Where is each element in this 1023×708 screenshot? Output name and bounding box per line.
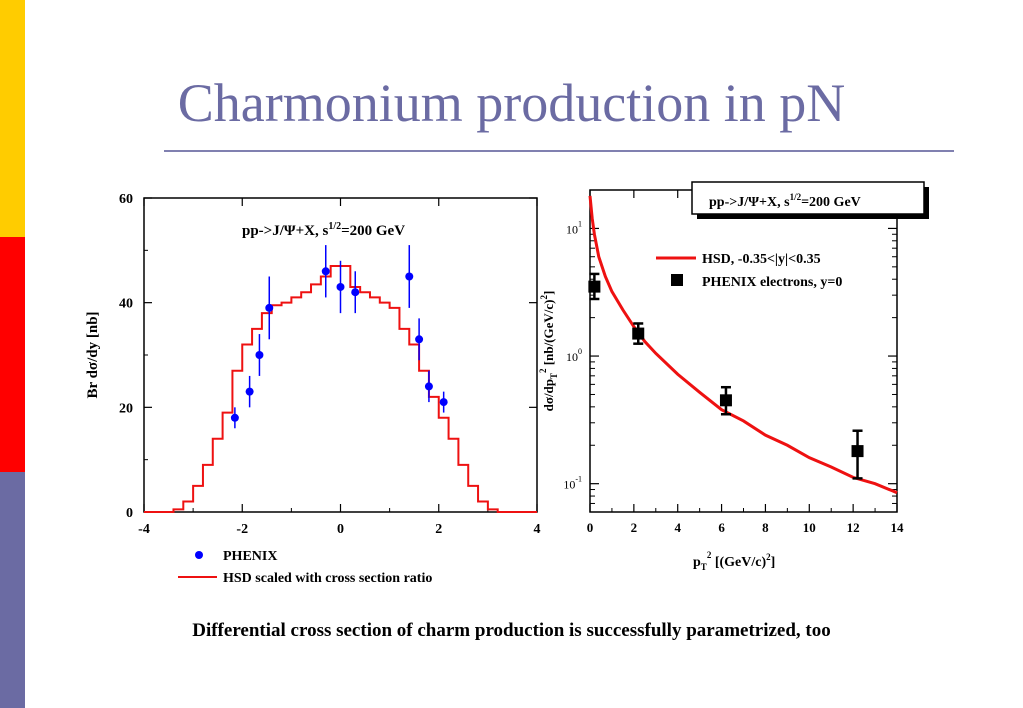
- left-x-tick-label: 4: [534, 522, 541, 537]
- left-y-tick-label: 20: [119, 401, 133, 416]
- left-phenix-point: [321, 267, 330, 276]
- title-underline: [164, 150, 954, 152]
- side-bar-blue: [0, 472, 25, 708]
- right-x-axis-label: pT2 [(GeV/c)2]: [693, 550, 775, 572]
- left-phenix-point: [336, 282, 345, 291]
- slide-caption: Differential cross section of charm prod…: [192, 620, 831, 641]
- right-x-tick-label: 2: [631, 520, 638, 535]
- left-y-tick-label: 40: [119, 297, 133, 312]
- left-phenix-point: [255, 351, 264, 359]
- left-phenix-point: [424, 382, 433, 391]
- left-x-tick-label: -2: [236, 522, 248, 537]
- right-y-tick-label: 100: [566, 347, 582, 364]
- left-legend-marker-phenix: [195, 551, 203, 559]
- left-hsd-histogram: [144, 265, 537, 513]
- right-phenix-point: [632, 327, 645, 340]
- left-y-tick-label: 0: [126, 506, 133, 521]
- right-phenix-point: [851, 445, 864, 458]
- right-legend-marker-phenix: [671, 274, 683, 286]
- right-plot-frame: [589, 189, 898, 513]
- right-legend-label-phenix: PHENIX electrons, y=0: [702, 275, 842, 290]
- left-x-tick-label: 2: [435, 522, 442, 537]
- left-phenix-point: [405, 272, 414, 281]
- left-phenix-point: [245, 387, 254, 396]
- left-phenix-point: [415, 335, 424, 344]
- right-hsd-curve: [588, 195, 898, 495]
- left-annotation: pp->J/Ψ+X, s1/2=200 GeV: [242, 221, 405, 239]
- left-phenix-point: [265, 303, 274, 312]
- left-y-axis-label: Br dσ/dy [nb]: [85, 311, 101, 398]
- right-x-tick-label: 14: [891, 520, 905, 535]
- right-annotation-box: [691, 181, 925, 215]
- left-legend-label-phenix: PHENIX: [223, 549, 277, 564]
- slide-title: Charmonium production in pN: [177, 73, 846, 133]
- right-y-tick-label: 10-1: [563, 475, 582, 492]
- left-x-tick-label: 0: [337, 522, 344, 537]
- left-phenix-point: [230, 413, 239, 422]
- right-y-tick-label: 101: [566, 219, 582, 236]
- right-phenix-point: [588, 280, 601, 293]
- left-phenix-point: [439, 398, 448, 407]
- right-x-tick-label: 10: [803, 520, 816, 535]
- left-phenix-point: [351, 288, 360, 297]
- right-x-tick-label: 8: [762, 520, 769, 535]
- side-bar-red: [0, 237, 25, 472]
- right-x-tick-label: 6: [718, 520, 725, 535]
- right-y-axis-label: dσ/dpT2 [nb/(GeV/c)2]: [538, 291, 559, 412]
- right-annotation: pp->J/Ψ+X, s1/2=200 GeV: [709, 192, 861, 210]
- right-x-tick-label: 12: [847, 520, 860, 535]
- left-legend-label-hsd: HSD scaled with cross section ratio: [223, 571, 432, 586]
- right-legend-label-hsd: HSD, -0.35<|y|<0.35: [702, 252, 821, 267]
- right-x-tick-label: 4: [674, 520, 681, 535]
- left-y-tick-label: 60: [119, 192, 133, 207]
- right-x-tick-label: 0: [587, 520, 594, 535]
- side-bar-yellow: [0, 0, 25, 237]
- left-x-tick-label: -4: [138, 522, 150, 537]
- right-phenix-point: [719, 394, 732, 407]
